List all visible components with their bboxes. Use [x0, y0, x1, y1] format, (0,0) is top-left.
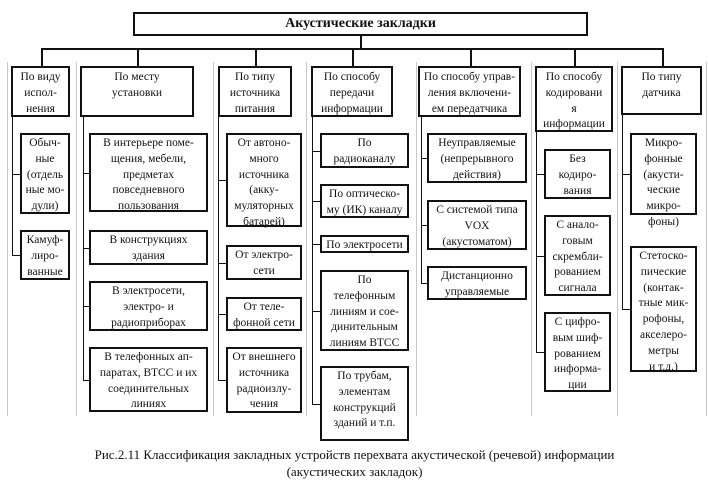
connector-line: [218, 380, 226, 381]
connector-line: [12, 255, 20, 256]
connector-line: [218, 263, 226, 264]
category-item: Дистанционно управляемые: [427, 266, 527, 300]
category-item: С системой типа VOX (акустоматом): [427, 200, 527, 250]
category-header: По типу датчика: [621, 66, 702, 115]
category-item: Без кодиро- вания: [544, 149, 611, 199]
category-header: По способу управ- ления включени- ем пер…: [418, 66, 521, 117]
connector-line: [469, 48, 472, 66]
connector-line: [137, 48, 139, 66]
category-item: Обыч- ные (отдель ные мо- дули): [20, 133, 70, 214]
connector-line: [360, 36, 362, 48]
connector-line: [421, 117, 422, 283]
connector-line: [622, 309, 630, 310]
connector-line: [622, 174, 630, 175]
column-separator: [76, 62, 77, 416]
connector-line: [536, 174, 544, 175]
connector-line: [218, 180, 226, 181]
connector-line: [312, 117, 313, 404]
category-item: Стетоско- пические (контак- тные мик- ро…: [630, 246, 697, 373]
connector-line: [421, 283, 427, 284]
category-item: С анало- говым скрембли- рованием сигнал…: [544, 215, 611, 296]
category-item: Камуф- лиро- ванные: [20, 230, 70, 280]
category-item: С цифро- вым шиф- рованием информа- ции: [544, 312, 611, 392]
connector-line: [421, 158, 427, 159]
column-separator: [531, 62, 532, 416]
category-item: По трубам, элементам конструкций зданий …: [320, 366, 409, 441]
column-separator: [213, 62, 214, 416]
connector-line: [661, 48, 664, 66]
category-item: В конструкциях здания: [89, 230, 208, 265]
connector-line: [83, 173, 89, 174]
connector-line: [536, 132, 537, 352]
connector-line: [536, 256, 544, 257]
column-separator: [416, 62, 417, 416]
connector-line: [83, 248, 89, 249]
category-item: Микро- фонные (акусти- ческие микро- фон…: [630, 133, 697, 228]
connector-line: [574, 48, 576, 66]
category-header: По виду испол- нения: [11, 66, 70, 117]
connector-line: [12, 174, 20, 175]
connector-line: [218, 117, 219, 380]
category-item: По оптическо- му (ИК) каналу: [320, 184, 409, 218]
connector-line: [536, 352, 544, 353]
category-item: В интерьере поме- щения, мебели, предмет…: [89, 133, 208, 212]
category-item: От автоно- много источника (акку- мулято…: [226, 133, 302, 228]
category-header: По типу источника питания: [218, 66, 292, 117]
category-item: От теле- фонной сети: [226, 297, 302, 331]
figure-caption: Рис.2.11 Классификация закладных устройс…: [94, 447, 615, 479]
connector-line: [312, 244, 320, 245]
column-separator: [306, 62, 307, 416]
category-item: В электросети, электро- и радиоприборах: [89, 281, 208, 331]
category-item: От электро- сети: [226, 245, 302, 280]
category-item: Неуправляемые (непрерывного действия): [427, 133, 527, 183]
connector-line: [218, 314, 226, 315]
category-header: По способу кодировани я информации: [535, 66, 613, 132]
connector-line: [312, 404, 320, 405]
category-item: От внешнего источника радиоизлу- чения: [226, 347, 302, 413]
connector-line: [352, 48, 354, 66]
connector-line: [40, 48, 43, 66]
connector-line: [622, 115, 623, 309]
connector-line: [83, 380, 89, 381]
category-header: По месту установки: [80, 66, 194, 117]
category-item: По радиоканалу: [320, 133, 409, 168]
root-node: Акустические закладки: [133, 12, 588, 36]
connector-line: [312, 151, 320, 152]
category-item: По электросети: [320, 235, 409, 253]
category-item: По телефонным линиям и сое- динительным …: [320, 270, 409, 351]
connector-line: [312, 201, 320, 202]
connector-line: [12, 117, 13, 255]
connector-line: [421, 225, 427, 226]
column-separator: [706, 62, 707, 416]
column-separator: [7, 62, 8, 416]
category-header: По способу передачи информации: [311, 66, 393, 117]
column-separator: [617, 62, 618, 416]
connector-line: [255, 48, 257, 66]
connector-line: [312, 311, 320, 312]
category-item: В телефонных ап- паратах, ВТСС и их соед…: [89, 347, 208, 412]
connector-line: [83, 306, 89, 307]
